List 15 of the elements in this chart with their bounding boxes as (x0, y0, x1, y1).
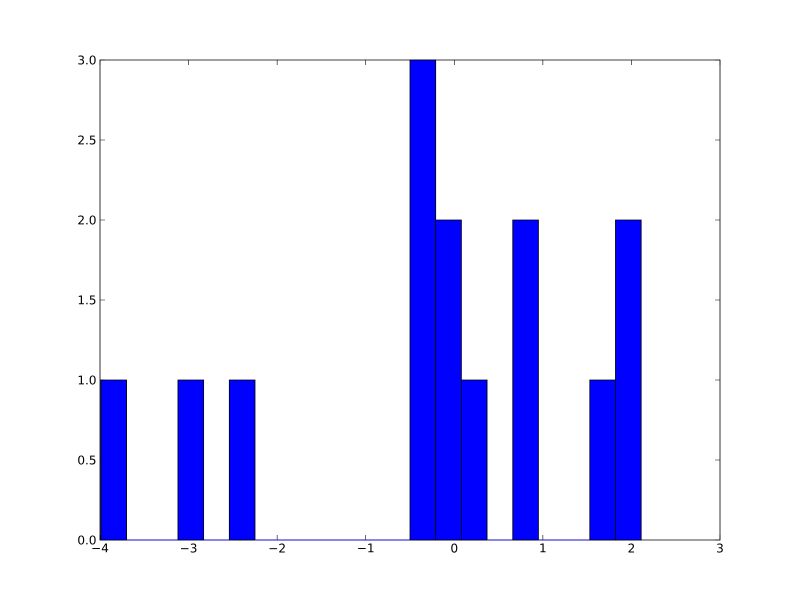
x-tick-label: −3 (181, 544, 196, 553)
x-tick-label: −1 (358, 544, 374, 552)
x-tick-label: −2 (270, 544, 285, 552)
y-tick-label: 1.0 (78, 375, 96, 385)
y-tick-label: 2.5 (78, 135, 96, 145)
y-tick-label: 2.0 (78, 215, 96, 225)
x-tick-label: 1 (540, 544, 546, 552)
y-tick-label: 0.0 (78, 535, 96, 545)
x-tick-label: 0 (451, 544, 458, 553)
x-tick-label: 3 (717, 544, 723, 553)
y-tick-label: 0.5 (78, 455, 96, 465)
x-tick-label: −4 (92, 544, 108, 552)
x-tick-label: 2 (628, 544, 634, 552)
y-tick-label: 3.0 (78, 55, 96, 65)
y-tick-label: 1.5 (78, 296, 96, 304)
